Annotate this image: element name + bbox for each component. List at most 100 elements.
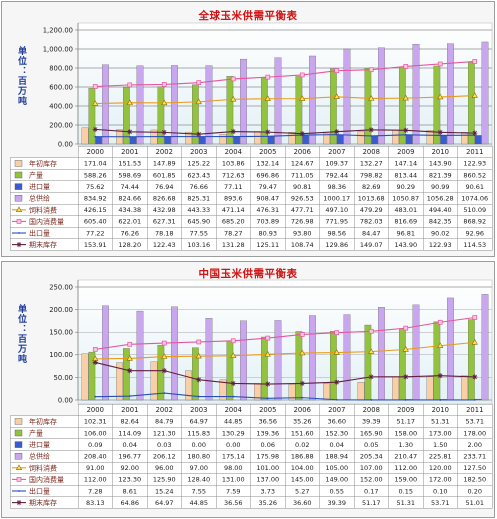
feed-consumption-point: [333, 93, 340, 99]
domestic-consumption-point: [403, 64, 409, 69]
total-supply-bar: [309, 315, 316, 401]
year-header: 2002: [156, 148, 173, 156]
table-value: 645.90: [187, 218, 210, 226]
ending-stock-point: [161, 129, 167, 135]
table-value: 122.93: [429, 241, 452, 249]
domestic-consumption-point: [230, 76, 236, 82]
series-label: 期末库存: [29, 498, 57, 507]
ending-stock-point: [127, 368, 133, 374]
year-header: 2011: [466, 148, 483, 156]
exports-point: [128, 395, 131, 398]
total-supply-bar: [378, 47, 385, 145]
table-value: 7.28: [88, 487, 102, 495]
table-value: 112.00: [84, 476, 107, 484]
table-value: 39.39: [362, 418, 381, 426]
ending-stock-point: [299, 131, 305, 137]
table-value: 7.59: [226, 487, 240, 495]
table-value: 1056.28: [427, 195, 454, 203]
table-value: 826.68: [153, 195, 176, 203]
table-value: 147.89: [153, 160, 176, 168]
ending-stock-point: [161, 368, 167, 374]
table-value: 0.10: [433, 487, 447, 495]
total-supply-bar: [171, 65, 178, 145]
table-value: 0.04: [123, 441, 137, 449]
opening-stock-legend-swatch: [14, 418, 23, 425]
table-value: 76.26: [120, 229, 139, 237]
domestic-consumption-point: [161, 82, 167, 87]
production-bar: [123, 86, 130, 145]
year-header: 2004: [225, 406, 242, 414]
table-value: 696.86: [256, 171, 279, 179]
table-value: 834.92: [84, 195, 107, 203]
production-bar: [88, 87, 96, 145]
chart-title: 中国玉米供需平衡表: [198, 268, 298, 280]
exports-legend-marker: [18, 232, 20, 234]
domestic-consumption-point: [437, 319, 443, 325]
table-value: 84.79: [155, 418, 174, 426]
production-bar: [364, 324, 372, 401]
series-label: 国内消费量: [29, 475, 64, 484]
table-value: 792.44: [325, 171, 348, 179]
table-value: 103.86: [222, 160, 245, 168]
table-value: 92.00: [120, 464, 139, 472]
series-label: 国内消费量: [29, 217, 64, 226]
total-supply-bar: [343, 48, 351, 145]
opening-stock-bar: [323, 383, 330, 401]
table-value: 0.02: [295, 441, 309, 449]
table-value: 510.09: [463, 206, 486, 214]
table-value: 824.66: [118, 195, 141, 203]
feed-consumption-point: [92, 100, 99, 106]
total-supply-bar: [412, 304, 420, 401]
exports-legend-marker: [18, 490, 20, 492]
table-value: 434.38: [118, 206, 141, 214]
imports-bar: [95, 136, 102, 145]
domestic-consumption-point: [334, 330, 340, 336]
table-value: 432.98: [153, 206, 176, 214]
opening-stock-bar: [357, 382, 365, 401]
table-value: 2.00: [468, 441, 482, 449]
ending-stock-point: [230, 128, 236, 135]
table-value: 152.00: [360, 476, 383, 484]
imports-legend-swatch: [14, 441, 23, 448]
table-value: 131.28: [222, 241, 245, 249]
ending-stock-point: [437, 129, 443, 135]
table-value: 76.66: [189, 183, 208, 191]
exports-point: [232, 135, 235, 138]
production-bar: [467, 319, 475, 401]
table-value: 813.44: [394, 171, 417, 179]
table-value: 90.81: [293, 183, 312, 191]
opening-stock-bar: [392, 129, 399, 145]
table-value: 44.85: [189, 499, 208, 507]
table-value: 82.69: [362, 183, 381, 191]
table-value: 77.22: [86, 229, 105, 237]
table-value: 84.47: [362, 229, 381, 237]
series-label: 饲料消费: [29, 463, 57, 472]
exports-point: [163, 392, 166, 395]
table-value: 0.55: [330, 487, 344, 495]
table-value: 51.01: [465, 499, 484, 507]
opening-stock-bar: [219, 379, 227, 401]
table-value: 98.36: [327, 183, 346, 191]
imports-bar: [336, 134, 344, 145]
total-supply-bar: [481, 294, 489, 401]
feed-consumption-point: [126, 99, 133, 105]
table-value: 893.6: [224, 195, 243, 203]
total-supply-bar: [481, 41, 489, 145]
feed-consumption-line: [95, 94, 475, 105]
imports-bar: [302, 135, 310, 145]
domestic-consumption-point: [368, 328, 374, 334]
table-value: 98.56: [327, 229, 346, 237]
feed-consumption-point: [230, 95, 237, 102]
table-value: 477.71: [291, 206, 314, 214]
table-value: 588.26: [84, 171, 107, 179]
exports-point: [128, 135, 131, 138]
imports-bar: [474, 135, 482, 145]
table-value: 145.00: [291, 476, 314, 484]
table-value: 51.31: [431, 418, 450, 426]
table-value: 130.29: [222, 429, 245, 437]
feed-consumption-legend-marker: [15, 464, 23, 470]
table-value: 206.12: [153, 453, 176, 461]
opening-stock-bar: [461, 375, 468, 401]
table-value: 172.00: [429, 476, 452, 484]
domestic-consumption-point: [196, 339, 202, 345]
